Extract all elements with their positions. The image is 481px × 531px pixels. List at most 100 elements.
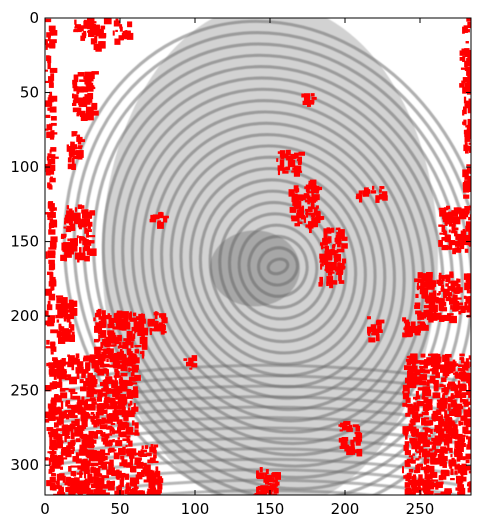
red-pixel-block bbox=[131, 364, 139, 368]
red-pixel-block bbox=[141, 490, 145, 494]
red-pixel-block bbox=[418, 455, 422, 459]
red-pixel-block bbox=[46, 427, 54, 431]
red-pixel-block bbox=[314, 186, 323, 191]
red-pixel-block bbox=[100, 25, 106, 30]
red-pixel-block bbox=[318, 282, 323, 287]
red-pixel-block bbox=[49, 382, 55, 390]
red-pixel-block bbox=[436, 409, 442, 416]
red-pixel-block bbox=[412, 396, 418, 400]
red-pixel-block bbox=[146, 472, 154, 481]
red-pixel-block bbox=[466, 18, 471, 22]
red-pixel-block bbox=[467, 168, 471, 174]
red-pixel-block bbox=[417, 395, 421, 400]
red-pixel-block bbox=[82, 357, 89, 362]
red-pixel-block bbox=[459, 310, 466, 314]
red-pixel-block bbox=[448, 459, 457, 467]
red-pixel-block bbox=[426, 309, 432, 315]
red-pixel-block bbox=[51, 473, 57, 477]
red-pixel-block bbox=[129, 311, 132, 316]
red-pixel-block bbox=[95, 322, 102, 327]
red-pixel-block bbox=[45, 251, 48, 259]
red-pixel-block bbox=[326, 251, 329, 260]
red-pixel-block bbox=[120, 345, 124, 349]
red-pixel-block bbox=[65, 309, 71, 313]
red-pixel-block bbox=[69, 151, 74, 158]
red-pixel-block bbox=[441, 456, 447, 460]
red-pixel-block bbox=[130, 353, 133, 357]
red-pixel-block bbox=[77, 465, 85, 470]
red-pixel-block bbox=[468, 184, 471, 193]
ridge-line bbox=[59, 416, 458, 434]
red-pixel-block bbox=[161, 317, 168, 324]
red-overlay bbox=[45, 18, 471, 495]
y-tick-label: 0 bbox=[29, 9, 39, 27]
red-pixel-block bbox=[458, 420, 461, 426]
red-pixel-block bbox=[446, 313, 454, 316]
red-pixel-block bbox=[458, 209, 466, 213]
red-pixel-block bbox=[74, 26, 80, 29]
red-pixel-block bbox=[126, 380, 132, 386]
red-pixel-block bbox=[449, 447, 453, 453]
red-pixel-block bbox=[433, 296, 439, 302]
red-pixel-block bbox=[117, 313, 123, 317]
red-pixel-block bbox=[134, 349, 139, 354]
red-pixel-block bbox=[90, 462, 99, 467]
red-pixel-block bbox=[417, 272, 423, 279]
red-pixel-block bbox=[121, 432, 126, 438]
red-pixel-block bbox=[417, 313, 421, 317]
red-pixel-block bbox=[52, 484, 57, 491]
red-pixel-block bbox=[467, 118, 471, 127]
red-pixel-block bbox=[421, 448, 427, 451]
red-pixel-block bbox=[313, 207, 318, 215]
red-pixel-block bbox=[60, 466, 64, 470]
red-pixel-block bbox=[129, 336, 135, 342]
red-pixel-block bbox=[88, 372, 93, 378]
red-pixel-block bbox=[468, 142, 471, 145]
red-pixel-block bbox=[58, 486, 64, 493]
red-pixel-block bbox=[462, 169, 469, 178]
red-pixel-block bbox=[89, 375, 95, 382]
red-pixel-block bbox=[47, 431, 55, 435]
red-pixel-block bbox=[106, 405, 115, 410]
red-pixel-block bbox=[418, 449, 422, 456]
red-pixel-block bbox=[120, 384, 128, 392]
red-pixel-block bbox=[355, 195, 359, 200]
red-pixel-block bbox=[50, 122, 57, 126]
red-pixel-block bbox=[115, 405, 122, 410]
red-pixel-block bbox=[53, 395, 62, 403]
red-pixel-block bbox=[408, 455, 413, 458]
red-pixel-block bbox=[46, 131, 54, 135]
red-pixel-block bbox=[422, 389, 426, 398]
red-region bbox=[414, 271, 471, 324]
y-tick-label: 300 bbox=[10, 456, 39, 474]
red-pixel-block bbox=[46, 480, 52, 487]
red-pixel-block bbox=[75, 452, 79, 461]
red-pixel-block bbox=[155, 466, 159, 472]
red-pixel-block bbox=[443, 438, 450, 443]
red-pixel-block bbox=[356, 438, 363, 442]
red-pixel-block bbox=[331, 244, 336, 249]
red-pixel-block bbox=[462, 392, 467, 395]
red-pixel-block bbox=[81, 439, 88, 447]
red-pixel-block bbox=[433, 428, 436, 432]
red-pixel-block bbox=[467, 145, 471, 151]
red-pixel-block bbox=[112, 439, 115, 443]
red-pixel-block bbox=[45, 411, 53, 419]
red-pixel-block bbox=[284, 167, 291, 170]
red-pixel-block bbox=[52, 357, 58, 362]
red-pixel-block bbox=[83, 424, 87, 429]
red-pixel-block bbox=[457, 235, 464, 243]
red-pixel-block bbox=[54, 408, 58, 413]
red-pixel-block bbox=[74, 19, 77, 25]
red-pixel-block bbox=[117, 427, 121, 433]
red-pixel-block bbox=[448, 242, 453, 250]
red-pixel-block bbox=[50, 30, 58, 36]
red-pixel-block bbox=[60, 369, 67, 375]
red-pixel-block bbox=[458, 487, 466, 495]
red-pixel-block bbox=[465, 459, 470, 464]
red-pixel-block bbox=[436, 399, 443, 402]
red-pixel-block bbox=[467, 21, 471, 29]
red-pixel-block bbox=[454, 230, 458, 237]
red-pixel-block bbox=[469, 309, 471, 313]
red-pixel-block bbox=[464, 282, 470, 291]
